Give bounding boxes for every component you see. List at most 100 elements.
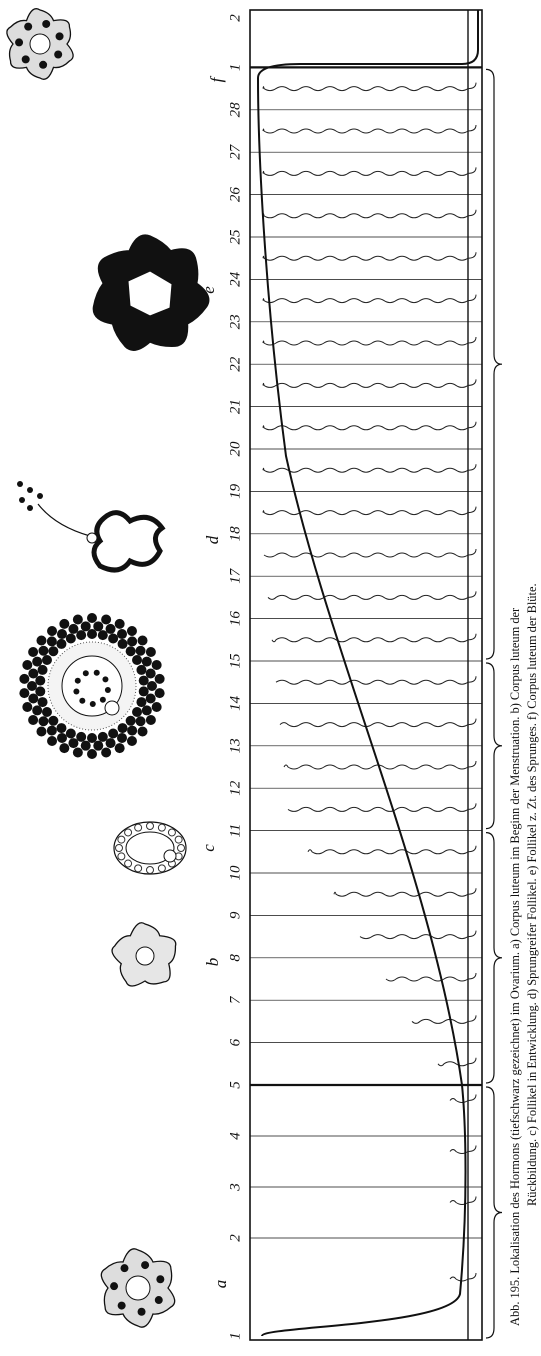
follicle-line: [262, 421, 477, 431]
theca-cell: [68, 623, 79, 634]
granulosa: [146, 822, 154, 830]
theca-cell: [117, 638, 128, 649]
day-label: 19: [227, 483, 243, 499]
follicle-line: [262, 252, 477, 261]
day-label: 2: [227, 14, 243, 22]
arrow: [37, 503, 91, 537]
hormone-granule: [55, 32, 64, 41]
day-label: 16: [227, 611, 243, 627]
follicle-line: [262, 506, 477, 516]
hormone-granule: [39, 60, 48, 69]
theca-cell: [65, 633, 76, 644]
lumen: [135, 946, 155, 966]
theca-cell: [28, 647, 39, 657]
released-cell: [19, 497, 25, 503]
day-label: 9: [227, 911, 243, 919]
day-label: 24: [227, 271, 243, 287]
hormone-granule: [110, 1282, 119, 1291]
hormone-granule: [156, 1275, 165, 1284]
theca-cell: [125, 646, 136, 657]
hormone-granule: [89, 700, 96, 707]
theca-cell: [105, 623, 116, 634]
theca-cell: [145, 693, 156, 704]
lumen: [125, 1275, 151, 1301]
theca-cell: [127, 636, 138, 647]
theca-cell: [37, 697, 48, 708]
theca-cell: [36, 635, 47, 646]
day-label: 4: [227, 1132, 243, 1140]
hormone-granule: [82, 670, 89, 677]
granulosa: [157, 864, 166, 873]
theca-cell: [36, 726, 47, 737]
cell-label: b: [203, 958, 222, 967]
hormone-granule: [54, 50, 63, 59]
theca-cell: [41, 655, 52, 665]
theca-cell: [132, 655, 143, 665]
hormone-granule: [73, 688, 80, 695]
theca-cell: [80, 740, 91, 751]
theca-cell: [137, 635, 148, 646]
theca-cell: [28, 668, 39, 679]
day-label: 20: [227, 441, 243, 457]
theca-cell: [135, 716, 146, 727]
theca-cell: [125, 715, 136, 726]
theca-cell: [145, 668, 156, 679]
theca-cell: [108, 633, 119, 644]
granulosa: [115, 844, 123, 852]
ovum: [86, 532, 98, 544]
day-label: 23: [227, 314, 243, 329]
day-label: 1: [227, 1332, 243, 1340]
hormone-granule: [137, 1307, 146, 1316]
follicle-line: [275, 676, 477, 685]
theca-cell: [56, 638, 67, 649]
hormone-granule: [117, 1301, 126, 1310]
follicle-line: [449, 1094, 477, 1103]
theca-cell: [35, 675, 46, 686]
theca-cell: [72, 747, 83, 758]
theca-cell: [151, 702, 162, 713]
theca-cell: [38, 716, 49, 727]
granulosa: [177, 844, 185, 852]
theca-cell: [38, 645, 49, 656]
theca-cell: [22, 659, 33, 670]
released-cell: [27, 505, 33, 511]
follicle-line: [267, 591, 477, 600]
theca-cell: [87, 749, 97, 759]
theca-cell: [136, 664, 147, 675]
theca-cell: [137, 726, 148, 737]
hormone-granule: [104, 687, 111, 694]
theca-cell: [97, 731, 108, 742]
hormone-granule: [15, 38, 24, 47]
theca-cell: [151, 659, 162, 670]
granulosa: [167, 828, 176, 837]
follicle-line: [287, 803, 477, 812]
theca-cell: [147, 681, 157, 691]
cell-label: f: [207, 75, 226, 82]
theca-cell: [132, 707, 143, 717]
theca-cell: [76, 731, 87, 742]
follicle-line: [437, 1057, 477, 1067]
theca-cell: [93, 621, 104, 632]
theca-cell: [135, 645, 146, 656]
theca-cell: [47, 736, 58, 747]
day-label: 8: [227, 954, 243, 962]
day-label: 22: [227, 356, 243, 372]
ovum: [104, 700, 120, 716]
theca-cell: [27, 681, 37, 691]
theca-cell: [101, 747, 112, 758]
theca-cell: [19, 688, 30, 699]
theca-cell: [141, 656, 152, 667]
follicle-line: [262, 167, 477, 176]
theca-cell: [105, 738, 116, 749]
cell-label: a: [211, 1280, 230, 1289]
theca-cell: [126, 625, 137, 636]
theca-cell: [80, 621, 91, 632]
theca-cell: [28, 693, 39, 704]
day-label: 25: [227, 229, 243, 245]
theca-cell: [19, 673, 30, 684]
hormone-granule: [102, 676, 109, 683]
follicle-line: [262, 124, 477, 134]
follicle-line: [263, 548, 477, 558]
